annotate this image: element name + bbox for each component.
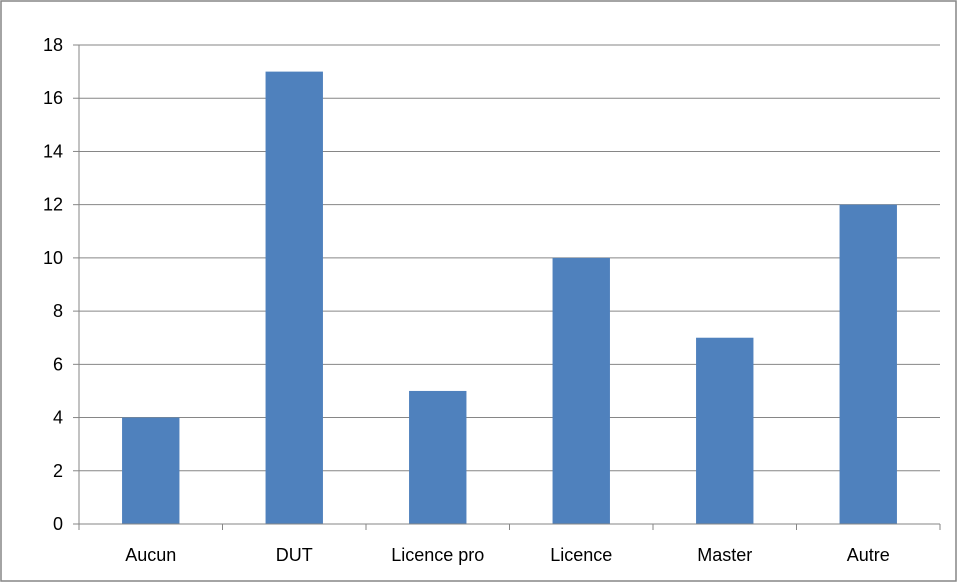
x-tick-label: DUT — [276, 545, 313, 565]
bar-master — [696, 337, 754, 524]
y-tick-label: 6 — [53, 354, 63, 374]
y-tick-labels: 0 2 4 6 8 10 12 14 16 18 — [43, 35, 63, 534]
y-tick-label: 16 — [43, 88, 63, 108]
axes — [73, 44, 941, 530]
bar-licence-pro — [409, 390, 467, 524]
y-tick-label: 12 — [43, 195, 63, 215]
x-tick-label: Aucun — [125, 545, 176, 565]
y-tick-label: 0 — [53, 514, 63, 534]
y-tick-label: 18 — [43, 35, 63, 55]
x-tick-label: Autre — [847, 545, 890, 565]
gridlines — [79, 44, 940, 472]
y-tick-label: 10 — [43, 248, 63, 268]
y-tick-label: 14 — [43, 141, 63, 161]
x-tick-label: Licence — [550, 545, 612, 565]
bar-autre — [839, 204, 897, 524]
x-tick-label: Licence pro — [391, 545, 484, 565]
bar-aucun — [122, 417, 180, 524]
y-tick-label: 8 — [53, 301, 63, 321]
bar-licence — [552, 257, 610, 524]
bar-dut — [265, 71, 323, 524]
bars — [122, 71, 897, 524]
x-tick-labels: Aucun DUT Licence pro Licence Master Autre — [125, 545, 890, 565]
x-tick-label: Master — [697, 545, 752, 565]
y-tick-label: 2 — [53, 461, 63, 481]
y-tick-label: 4 — [53, 408, 63, 428]
